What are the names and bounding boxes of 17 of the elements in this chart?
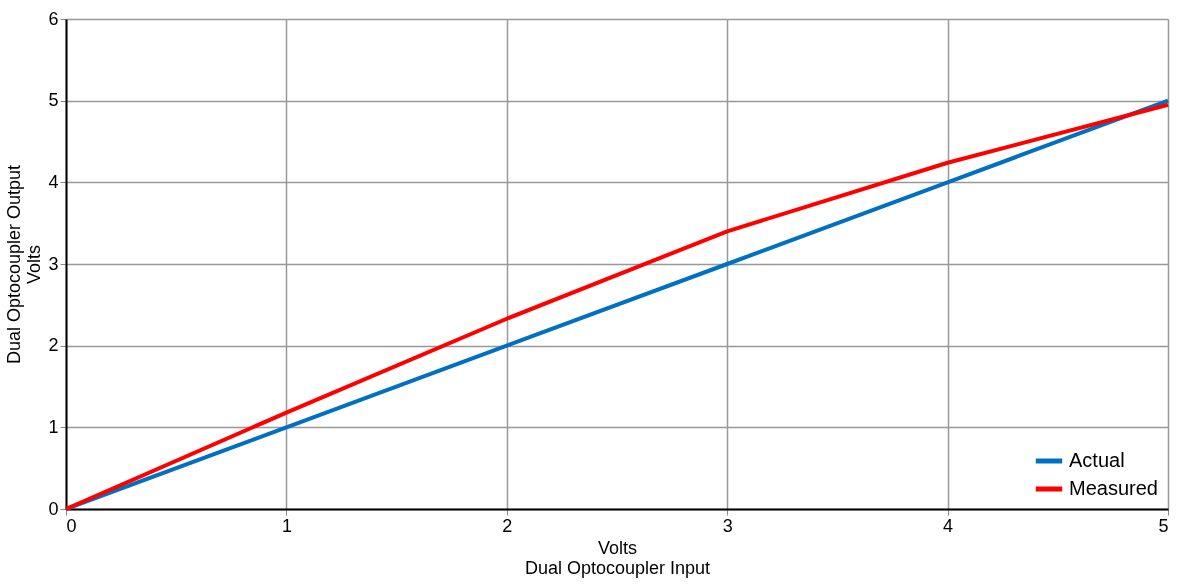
y-tick-label: 5 <box>48 90 59 111</box>
x-tick-label: 0 <box>66 515 77 536</box>
x-tick-label: 3 <box>722 515 733 536</box>
x-tick-label: 5 <box>1158 515 1169 536</box>
y-tick-label: 0 <box>48 498 59 519</box>
legend-label: Actual <box>1069 449 1125 471</box>
y-axis-title: Dual Optocoupler Output Volts <box>4 164 45 365</box>
x-tick-label: 1 <box>281 515 292 536</box>
x-tick-label: 2 <box>502 515 513 536</box>
y-tick-label: 6 <box>48 8 59 29</box>
y-tick-label: 1 <box>48 416 59 437</box>
y-tick-label: 3 <box>48 253 59 274</box>
y-tick-label: 4 <box>48 171 59 192</box>
x-tick-label: 4 <box>943 515 954 536</box>
y-tick-label: 2 <box>48 335 59 356</box>
legend-label: Measured <box>1069 477 1158 499</box>
x-axis-title: Volts Dual Optocoupler Input <box>524 537 711 578</box>
